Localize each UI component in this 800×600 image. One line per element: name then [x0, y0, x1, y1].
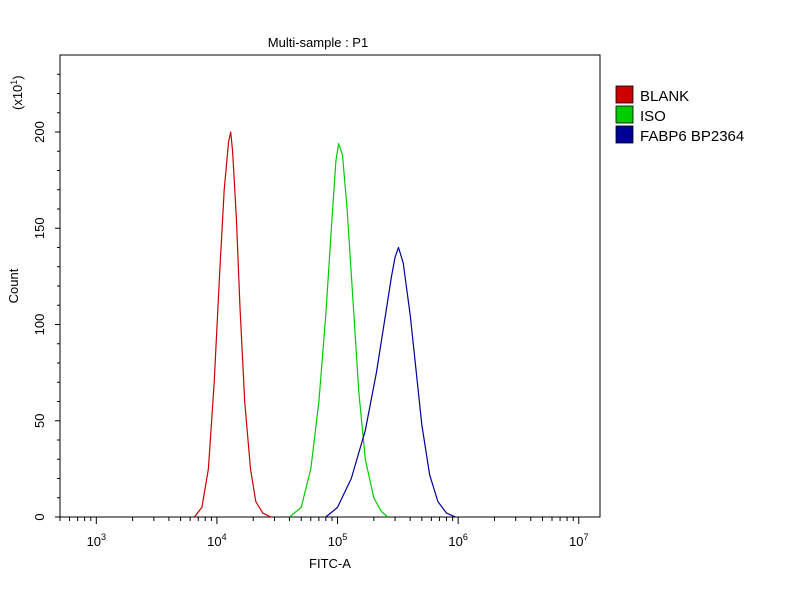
x-tick-base: 10 — [207, 534, 221, 549]
x-tick-label: 106 — [448, 532, 467, 549]
legend: BLANK ISO FABP6 BP2364 — [615, 85, 744, 145]
x-tick-exp: 4 — [222, 532, 227, 542]
legend-label: FABP6 BP2364 — [640, 128, 744, 145]
y-tick-label: 150 — [32, 217, 47, 239]
legend-swatch — [615, 85, 634, 104]
x-tick-base: 10 — [87, 534, 101, 549]
x-tick-exp: 7 — [583, 532, 588, 542]
series-line-1 — [193, 131, 272, 518]
y-multiplier-text: (x10 — [10, 85, 25, 110]
y-multiplier-label: (x101) — [9, 75, 25, 110]
x-tick-label: 104 — [207, 532, 226, 549]
x-axis-ticks: 103 104 105 106 107 — [59, 517, 589, 549]
x-tick-exp: 5 — [342, 532, 347, 542]
y-axis-label: Count — [6, 268, 21, 303]
legend-label: ISO — [640, 108, 666, 125]
legend-label: BLANK — [640, 88, 689, 105]
y-tick-label: 200 — [32, 121, 47, 143]
x-tick-label: 107 — [569, 532, 588, 549]
x-tick-label: 103 — [87, 532, 106, 549]
chart-title: Multi-sample : P1 — [268, 35, 368, 50]
y-multiplier-close: ) — [10, 75, 25, 79]
y-axis-ticks: 0 50 100 150 200 — [32, 73, 60, 521]
x-tick-label: 105 — [328, 532, 347, 549]
legend-swatch — [615, 105, 634, 124]
series-lines — [193, 131, 456, 518]
legend-swatch — [615, 125, 634, 144]
y-tick-label: 0 — [32, 513, 47, 520]
x-tick-exp: 6 — [463, 532, 468, 542]
x-axis-label: FITC-A — [309, 556, 351, 571]
y-tick-label: 100 — [32, 314, 47, 336]
y-multiplier-exp: 1 — [9, 80, 19, 85]
x-tick-exp: 3 — [101, 532, 106, 542]
svg-text:(x101): (x101) — [9, 75, 25, 110]
x-tick-base: 10 — [448, 534, 462, 549]
x-tick-base: 10 — [328, 534, 342, 549]
series-line-2 — [289, 143, 389, 518]
plot-frame — [59, 54, 601, 518]
y-tick-label: 50 — [32, 414, 47, 428]
series-line-3 — [325, 246, 456, 518]
x-tick-base: 10 — [569, 534, 583, 549]
